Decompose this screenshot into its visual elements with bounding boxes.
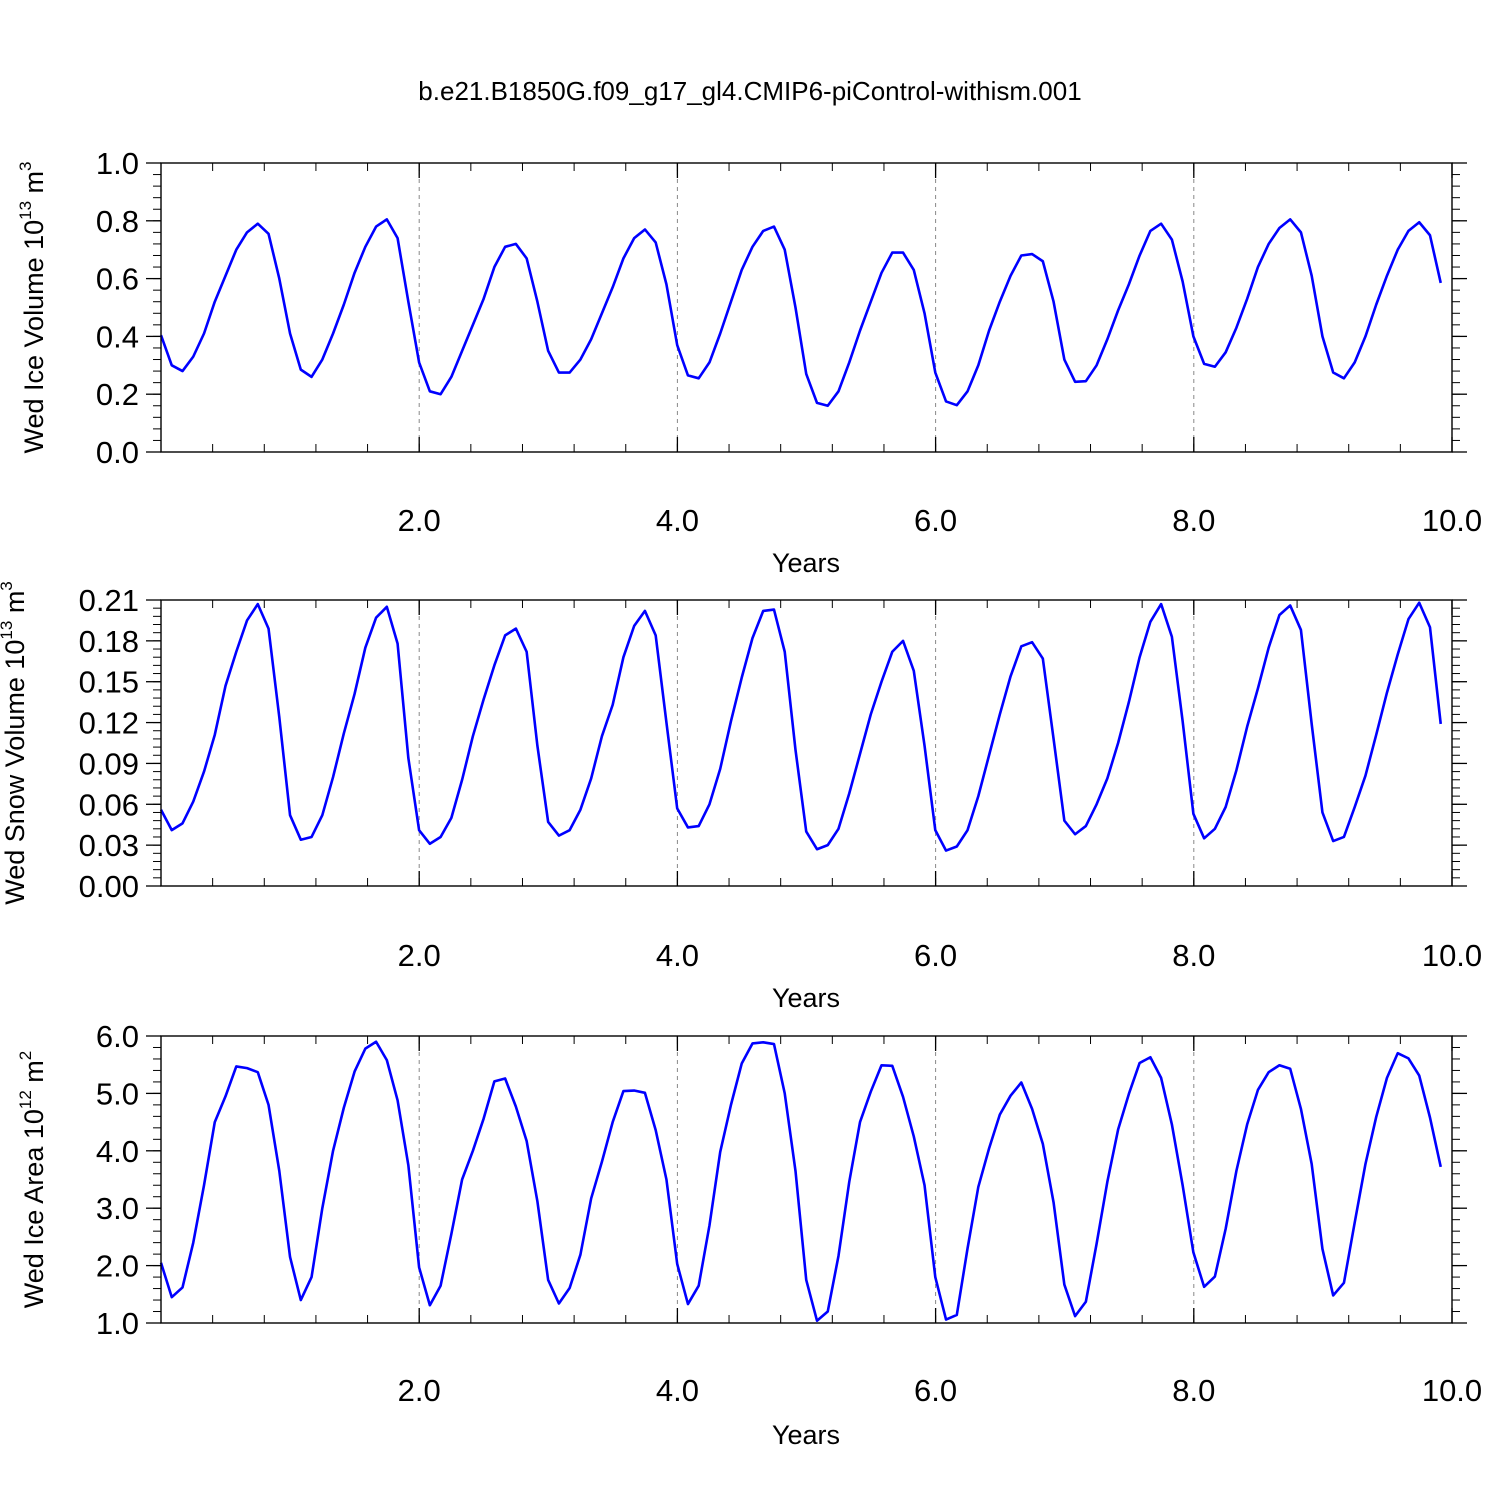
x-tick-label: 2.0 <box>398 503 441 538</box>
y-tick-label: 0.15 <box>79 665 139 700</box>
series-line-ice-area <box>159 1040 1443 1322</box>
plot-frame <box>160 162 1453 453</box>
y-axis-title-ice-volume: Wed Ice Volume 1013 m3 <box>16 161 49 453</box>
x-tick-label: 10.0 <box>1422 503 1482 538</box>
x-tick-label: 6.0 <box>914 938 957 973</box>
plot-frame <box>160 1035 1453 1324</box>
x-tick-label: 6.0 <box>914 1373 957 1408</box>
y-tick-label: 0.06 <box>79 787 139 822</box>
x-tick-label: 4.0 <box>656 503 699 538</box>
x-tick-label: 6.0 <box>914 503 957 538</box>
y-tick-label: 6.0 <box>96 1019 139 1054</box>
y-tick-label: 5.0 <box>96 1076 139 1111</box>
x-tick-label: 8.0 <box>1172 503 1215 538</box>
y-tick-label: 0.03 <box>79 828 139 863</box>
y-axis-title-ice-area: Wed Ice Area 1012 m2 <box>16 1051 49 1309</box>
panel-ice-volume: 2.0 4.0 6.0 8.0 10.0 0.0 0.2 0.4 0.6 0.8 1.0 Wed Ic… <box>16 146 1482 538</box>
y-tick-label: 0.6 <box>96 262 139 297</box>
y-tick-label: 0.12 <box>79 706 139 741</box>
y-tick-label: 0.8 <box>96 204 139 239</box>
x-tick-label: 8.0 <box>1172 938 1215 973</box>
x-axis-title-snow-volume: Years <box>772 983 840 1013</box>
panel-ice-area: 2.0 4.0 6.0 8.0 10.0 1.0 2.0 3.0 4.0 5.0 6.0 Wed Ic… <box>16 1019 1482 1408</box>
x-tick-label: 10.0 <box>1422 1373 1482 1408</box>
y-tick-label: 0.0 <box>96 435 139 470</box>
panel-snow-volume: 2.0 4.0 6.0 8.0 10.0 0.00 0.03 0.06 0.09 0.12 0.15… <box>0 581 1482 973</box>
y-tick-label: 0.2 <box>96 377 139 412</box>
series-line-ice-volume <box>159 218 1442 408</box>
y-tick-label: 0.4 <box>96 319 139 354</box>
x-tick-label: 10.0 <box>1422 938 1482 973</box>
x-tick-label: 4.0 <box>656 938 699 973</box>
y-tick-label: 4.0 <box>96 1134 139 1169</box>
plot-frame <box>160 599 1453 887</box>
x-axis-title-ice-area: Years <box>772 1420 840 1450</box>
y-tick-label: 3.0 <box>96 1191 139 1226</box>
x-tick-label: 2.0 <box>398 1373 441 1408</box>
series-line-snow-volume <box>159 601 1443 852</box>
y-axis-title-snow-volume: Wed Snow Volume 1013 m3 <box>0 581 30 905</box>
y-tick-label: 0.09 <box>79 746 139 781</box>
x-tick-label: 2.0 <box>398 938 441 973</box>
y-tick-label: 0.21 <box>79 583 139 618</box>
x-tick-label: 8.0 <box>1172 1373 1215 1408</box>
y-tick-label: 1.0 <box>96 146 139 181</box>
figure-title: b.e21.B1850G.f09_g17_gl4.CMIP6-piControl… <box>418 76 1081 106</box>
y-tick-label: 0.00 <box>79 869 139 904</box>
y-tick-label: 0.18 <box>79 624 139 659</box>
y-tick-label: 1.0 <box>96 1306 139 1341</box>
x-axis-title-ice-volume: Years <box>772 548 840 578</box>
x-tick-label: 4.0 <box>656 1373 699 1408</box>
y-tick-label: 2.0 <box>96 1249 139 1284</box>
